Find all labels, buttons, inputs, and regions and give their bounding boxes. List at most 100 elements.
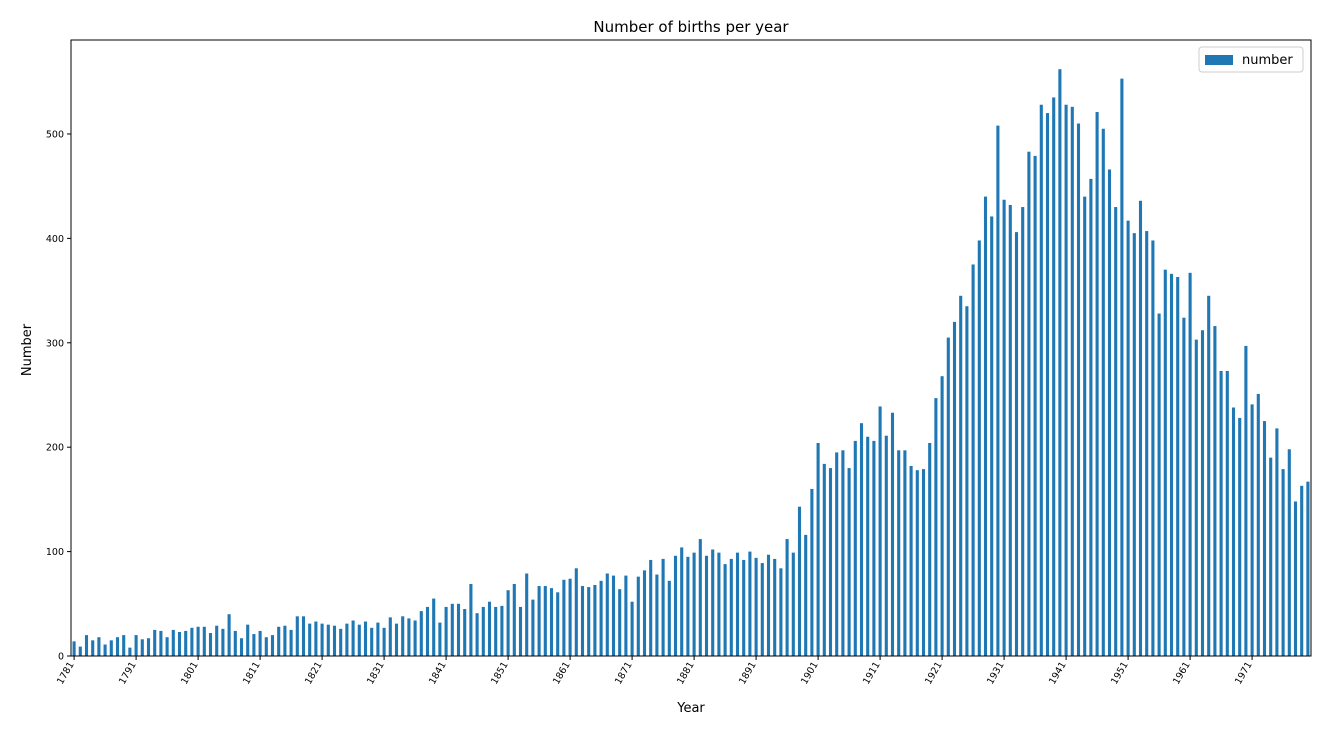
x-tick-label: 1821 — [303, 660, 325, 686]
bar — [791, 552, 795, 656]
bar — [562, 579, 566, 656]
bar — [1244, 345, 1248, 656]
bar — [115, 637, 120, 656]
bar — [872, 440, 876, 656]
x-tick-label: 1961 — [1171, 660, 1193, 686]
bar — [153, 629, 157, 656]
bar — [903, 450, 907, 656]
x-tick-label: 1831 — [365, 660, 387, 686]
bar — [1306, 481, 1310, 656]
bar — [667, 580, 671, 656]
bar — [580, 586, 585, 656]
x-tick-label: 1901 — [799, 660, 821, 686]
bar — [711, 549, 715, 656]
bar — [376, 622, 380, 656]
bar — [1300, 485, 1304, 656]
bar — [1095, 112, 1099, 657]
bar — [1157, 313, 1161, 656]
bar — [221, 628, 225, 656]
bar — [673, 555, 678, 656]
bar — [97, 637, 101, 656]
bar — [1138, 200, 1143, 656]
legend-box — [1198, 46, 1304, 73]
x-tick-label: 1941 — [1047, 660, 1069, 686]
bar — [1182, 317, 1186, 656]
y-tick-label: 200 — [46, 443, 64, 454]
bar — [934, 398, 938, 656]
bar — [487, 601, 492, 656]
x-tick-label: 1951 — [1109, 660, 1131, 686]
x-tick-label: 1801 — [179, 660, 201, 686]
bar — [661, 558, 665, 656]
bar — [884, 435, 888, 656]
bar — [1101, 128, 1105, 657]
y-tick-label: 400 — [46, 234, 64, 245]
bar — [642, 570, 647, 656]
bar — [72, 641, 76, 656]
bar — [1126, 220, 1130, 657]
bar — [1250, 404, 1254, 656]
bar — [971, 264, 975, 656]
bar — [233, 630, 237, 656]
bar — [983, 196, 988, 656]
bar — [1120, 78, 1124, 657]
bar — [1269, 457, 1273, 656]
bar — [1027, 151, 1031, 656]
bar — [1070, 106, 1074, 657]
bar — [1076, 123, 1081, 657]
bar — [952, 321, 957, 656]
bar — [382, 627, 386, 656]
bar — [1151, 240, 1155, 657]
bar — [184, 630, 188, 656]
bar — [624, 575, 628, 656]
bar — [370, 627, 374, 656]
bar — [84, 635, 89, 656]
bar — [1238, 417, 1242, 656]
bar — [308, 623, 312, 656]
bar — [301, 616, 306, 656]
x-tick-label: 1791 — [117, 660, 139, 686]
bar — [1058, 69, 1062, 657]
bar — [239, 638, 244, 656]
bar — [655, 574, 659, 656]
bar — [866, 436, 870, 656]
x-tick-label: 1841 — [427, 660, 449, 686]
bar — [543, 586, 547, 656]
x-tick-label: 1871 — [613, 660, 635, 686]
bar — [494, 606, 498, 656]
bar — [959, 295, 963, 656]
bar — [723, 564, 727, 656]
bar — [283, 625, 287, 656]
bar — [897, 450, 901, 656]
bar — [698, 539, 702, 656]
bar — [890, 412, 895, 656]
bar — [735, 552, 740, 656]
bar — [128, 647, 132, 656]
x-tick-label: 1891 — [737, 660, 759, 686]
chart-title: Number of births per year — [593, 18, 789, 36]
bar — [742, 559, 746, 656]
legend-label: number — [1242, 53, 1293, 68]
x-tick-label: 1971 — [1233, 660, 1255, 686]
bar — [1039, 104, 1043, 657]
bar — [828, 468, 833, 656]
bar — [258, 630, 262, 656]
bar — [518, 606, 523, 656]
bar — [915, 470, 919, 656]
bar — [1107, 169, 1112, 656]
bar — [1045, 113, 1050, 657]
bar — [463, 609, 467, 656]
bar — [704, 555, 709, 656]
bar — [847, 468, 851, 656]
bar — [506, 590, 510, 656]
bar — [1169, 273, 1174, 656]
bar — [475, 613, 479, 656]
bar — [537, 586, 541, 656]
bar — [388, 617, 392, 656]
bar — [432, 598, 436, 656]
bar — [1114, 207, 1118, 656]
bar — [835, 452, 839, 656]
bar — [593, 585, 597, 656]
bar — [277, 626, 281, 656]
bar — [946, 337, 950, 656]
